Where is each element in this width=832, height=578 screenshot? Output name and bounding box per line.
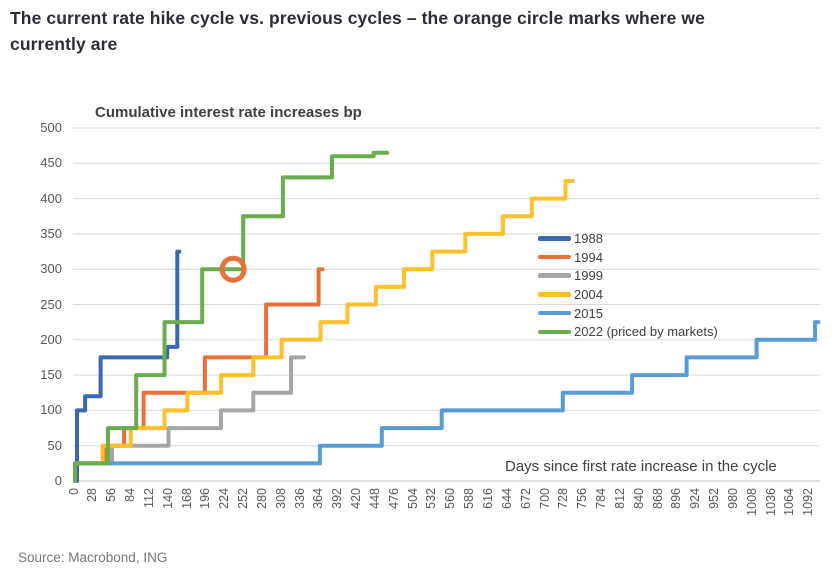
series-line-1988	[73, 249, 182, 483]
legend-item-1994: 1994	[538, 248, 718, 267]
legend-item-1988: 1988	[538, 229, 718, 248]
legend-item-2015: 2015	[538, 304, 718, 323]
source-text: Source: Macrobond, ING	[18, 550, 168, 565]
legend-swatch-2015	[538, 310, 571, 316]
legend-label-2004: 2004	[574, 286, 603, 302]
legend-item-2004: 2004	[538, 285, 718, 304]
legend-swatch-2004	[538, 292, 571, 297]
series-line-2015	[73, 320, 821, 483]
legend-swatch-1994	[538, 254, 571, 260]
legend-label-1999: 1999	[574, 268, 603, 284]
legend-swatch-2022	[538, 329, 571, 335]
x-axis-label: Days since first rate increase in the cy…	[505, 458, 777, 475]
page-title: The current rate hike cycle vs. previous…	[10, 8, 705, 54]
legend-label-2022: 2022 (priced by markets)	[574, 324, 718, 340]
legend-label-1994: 1994	[574, 249, 603, 265]
legend-item-2022: 2022 (priced by markets)	[538, 322, 718, 341]
legend-label-2015: 2015	[574, 305, 603, 321]
chart-title: Cumulative interest rate increases bp	[95, 104, 362, 121]
legend-swatch-1988	[538, 236, 571, 241]
legend-swatch-1999	[538, 273, 571, 278]
current-position-marker	[219, 255, 247, 283]
gridlines	[73, 127, 820, 482]
legend-item-1999: 1999	[538, 266, 718, 285]
legend: 1988 1994 1999 2004 2015 2022 (priced by…	[538, 229, 718, 341]
series-line-2022	[73, 150, 390, 483]
series-line-2004	[73, 178, 575, 483]
legend-label-1988: 1988	[574, 230, 603, 246]
